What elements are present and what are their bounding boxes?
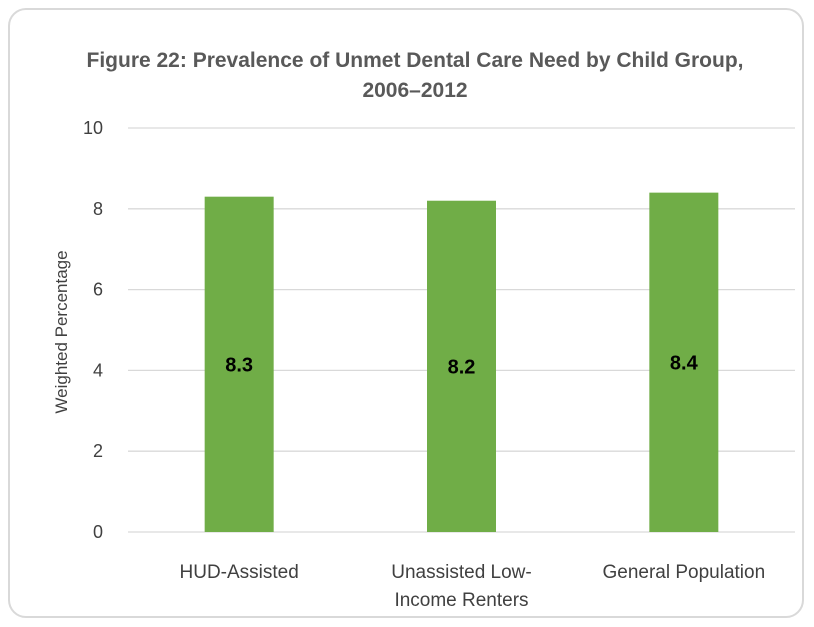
bar — [649, 192, 719, 532]
y-tick-label: 6 — [93, 280, 103, 300]
y-tick-label: 4 — [93, 360, 103, 380]
bar — [427, 200, 496, 532]
x-category-label: General Population — [602, 562, 765, 583]
data-label: 8.2 — [448, 356, 476, 378]
y-tick-label: 10 — [83, 118, 103, 138]
y-tick-label: 8 — [93, 199, 103, 219]
x-axis-categories: HUD-Assisted Unassisted Low-Income Renter… — [180, 562, 766, 611]
y-tick-label: 0 — [93, 522, 103, 542]
data-label: 8.3 — [225, 354, 253, 376]
bars — [204, 192, 719, 532]
data-labels: 8.3 8.2 8.4 — [225, 352, 698, 378]
x-category-label: HUD-Assisted — [180, 562, 299, 583]
y-axis-ticks: 0 2 4 6 8 10 — [83, 118, 103, 542]
y-axis-label: Weighted Percentage — [52, 250, 71, 413]
y-tick-label: 2 — [93, 441, 103, 461]
bar — [204, 196, 274, 532]
data-label: 8.4 — [670, 352, 699, 374]
x-category-label: Unassisted Low-Income Renters — [391, 562, 531, 611]
chart-title: Figure 22: Prevalence of Unmet Dental Ca… — [86, 49, 744, 102]
